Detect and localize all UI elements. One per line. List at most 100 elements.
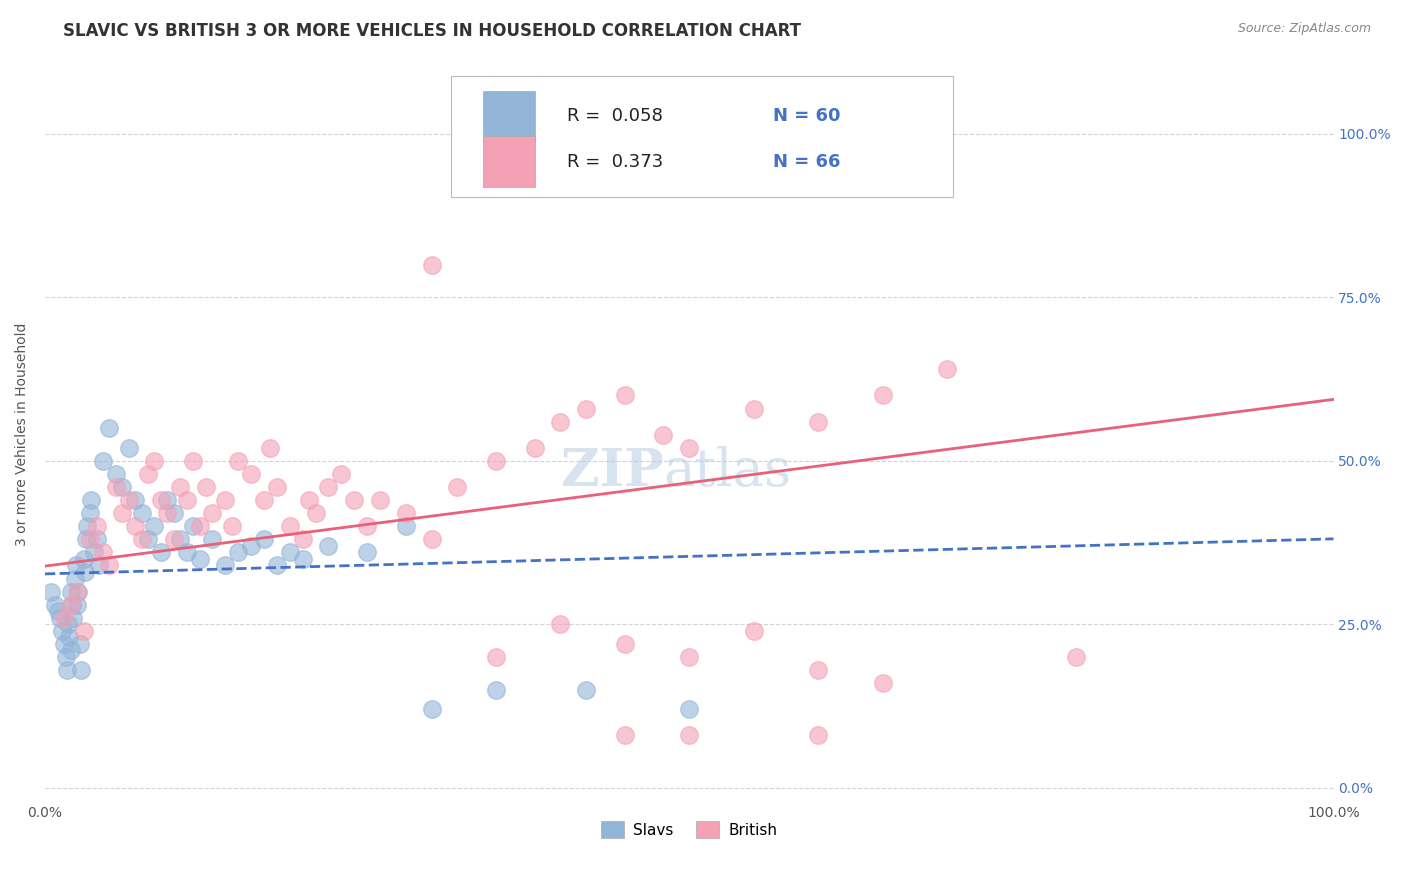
- Text: R =  0.058: R = 0.058: [567, 107, 662, 126]
- Text: R =  0.373: R = 0.373: [567, 153, 664, 170]
- Point: [420, 533, 443, 547]
- Point: [131, 533, 153, 547]
- Point: [221, 519, 243, 533]
- Point: [420, 258, 443, 272]
- Point: [485, 682, 508, 697]
- Point: [73, 565, 96, 579]
- Point: [87, 558, 110, 573]
- Point: [304, 506, 326, 520]
- Point: [807, 415, 830, 429]
- Point: [678, 702, 700, 716]
- Point: [59, 584, 82, 599]
- Point: [143, 454, 166, 468]
- Point: [278, 545, 301, 559]
- Point: [163, 506, 186, 520]
- Point: [46, 604, 69, 618]
- Point: [176, 493, 198, 508]
- Point: [51, 624, 73, 638]
- Point: [86, 519, 108, 533]
- Point: [143, 519, 166, 533]
- Point: [91, 454, 114, 468]
- Point: [214, 493, 236, 508]
- Point: [169, 533, 191, 547]
- Point: [872, 388, 894, 402]
- Point: [226, 454, 249, 468]
- Point: [111, 506, 134, 520]
- Point: [613, 637, 636, 651]
- Point: [62, 611, 84, 625]
- Y-axis label: 3 or more Vehicles in Household: 3 or more Vehicles in Household: [15, 323, 30, 547]
- Point: [253, 533, 276, 547]
- Point: [70, 663, 93, 677]
- Point: [318, 480, 340, 494]
- Point: [83, 545, 105, 559]
- Point: [124, 519, 146, 533]
- Point: [678, 441, 700, 455]
- Point: [266, 480, 288, 494]
- Point: [330, 467, 353, 481]
- Point: [131, 506, 153, 520]
- Point: [678, 650, 700, 665]
- Text: N = 60: N = 60: [773, 107, 841, 126]
- Point: [652, 427, 675, 442]
- Point: [291, 552, 314, 566]
- Text: SLAVIC VS BRITISH 3 OR MORE VEHICLES IN HOUSEHOLD CORRELATION CHART: SLAVIC VS BRITISH 3 OR MORE VEHICLES IN …: [63, 22, 801, 40]
- Point: [872, 676, 894, 690]
- Point: [550, 415, 572, 429]
- Point: [79, 506, 101, 520]
- Text: N = 66: N = 66: [773, 153, 841, 170]
- Point: [485, 650, 508, 665]
- Point: [56, 617, 79, 632]
- Point: [69, 637, 91, 651]
- Point: [807, 729, 830, 743]
- Point: [118, 441, 141, 455]
- Text: Source: ZipAtlas.com: Source: ZipAtlas.com: [1237, 22, 1371, 36]
- Point: [44, 598, 66, 612]
- Point: [176, 545, 198, 559]
- Point: [66, 584, 89, 599]
- Point: [169, 480, 191, 494]
- Point: [104, 467, 127, 481]
- Point: [259, 441, 281, 455]
- Point: [188, 552, 211, 566]
- Point: [356, 519, 378, 533]
- Point: [59, 598, 82, 612]
- Point: [807, 663, 830, 677]
- FancyBboxPatch shape: [484, 91, 534, 142]
- Point: [613, 729, 636, 743]
- Point: [124, 493, 146, 508]
- Point: [136, 533, 159, 547]
- Point: [98, 421, 121, 435]
- Text: atlas: atlas: [664, 446, 792, 497]
- Point: [550, 617, 572, 632]
- Point: [1064, 650, 1087, 665]
- Point: [76, 519, 98, 533]
- Point: [181, 519, 204, 533]
- Point: [240, 539, 263, 553]
- Point: [41, 584, 63, 599]
- Point: [79, 533, 101, 547]
- Point: [49, 611, 72, 625]
- Point: [53, 637, 76, 651]
- Point: [111, 480, 134, 494]
- Point: [523, 441, 546, 455]
- Point: [80, 493, 103, 508]
- Point: [226, 545, 249, 559]
- Point: [356, 545, 378, 559]
- Point: [420, 702, 443, 716]
- Point: [72, 552, 94, 566]
- Point: [163, 533, 186, 547]
- Point: [98, 558, 121, 573]
- Point: [368, 493, 391, 508]
- Point: [678, 729, 700, 743]
- Point: [55, 650, 77, 665]
- Point: [742, 624, 765, 638]
- Point: [240, 467, 263, 481]
- Point: [214, 558, 236, 573]
- Point: [936, 362, 959, 376]
- Point: [201, 533, 224, 547]
- Point: [104, 480, 127, 494]
- Point: [156, 506, 179, 520]
- Point: [195, 480, 218, 494]
- Point: [742, 401, 765, 416]
